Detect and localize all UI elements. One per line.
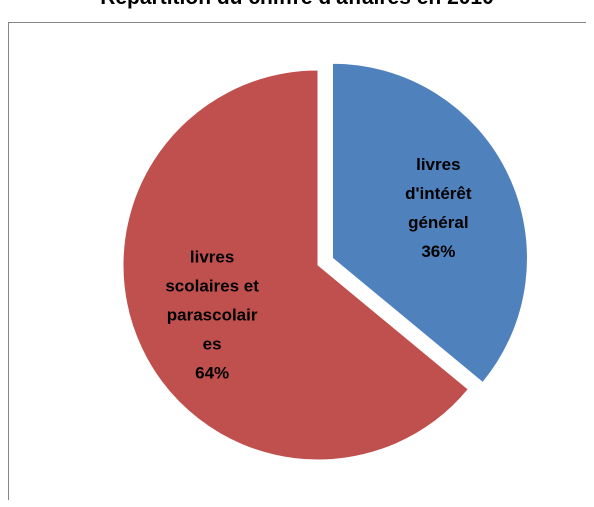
label-category: livres scolaires et parascolaires bbox=[165, 247, 259, 354]
pie-slice bbox=[122, 69, 469, 461]
label-value: 64% bbox=[195, 363, 230, 383]
data-label: livres d'intérêt général 36% bbox=[390, 150, 486, 266]
chart-title: Répartition du chiffre d'affaires en 201… bbox=[0, 0, 594, 10]
data-label: livres scolaires et parascolaires 64% bbox=[164, 242, 260, 387]
chart-frame bbox=[8, 22, 586, 500]
pie-slice bbox=[331, 62, 528, 384]
label-value: 36% bbox=[421, 242, 456, 262]
label-category: livres d'intérêt général bbox=[405, 155, 472, 233]
